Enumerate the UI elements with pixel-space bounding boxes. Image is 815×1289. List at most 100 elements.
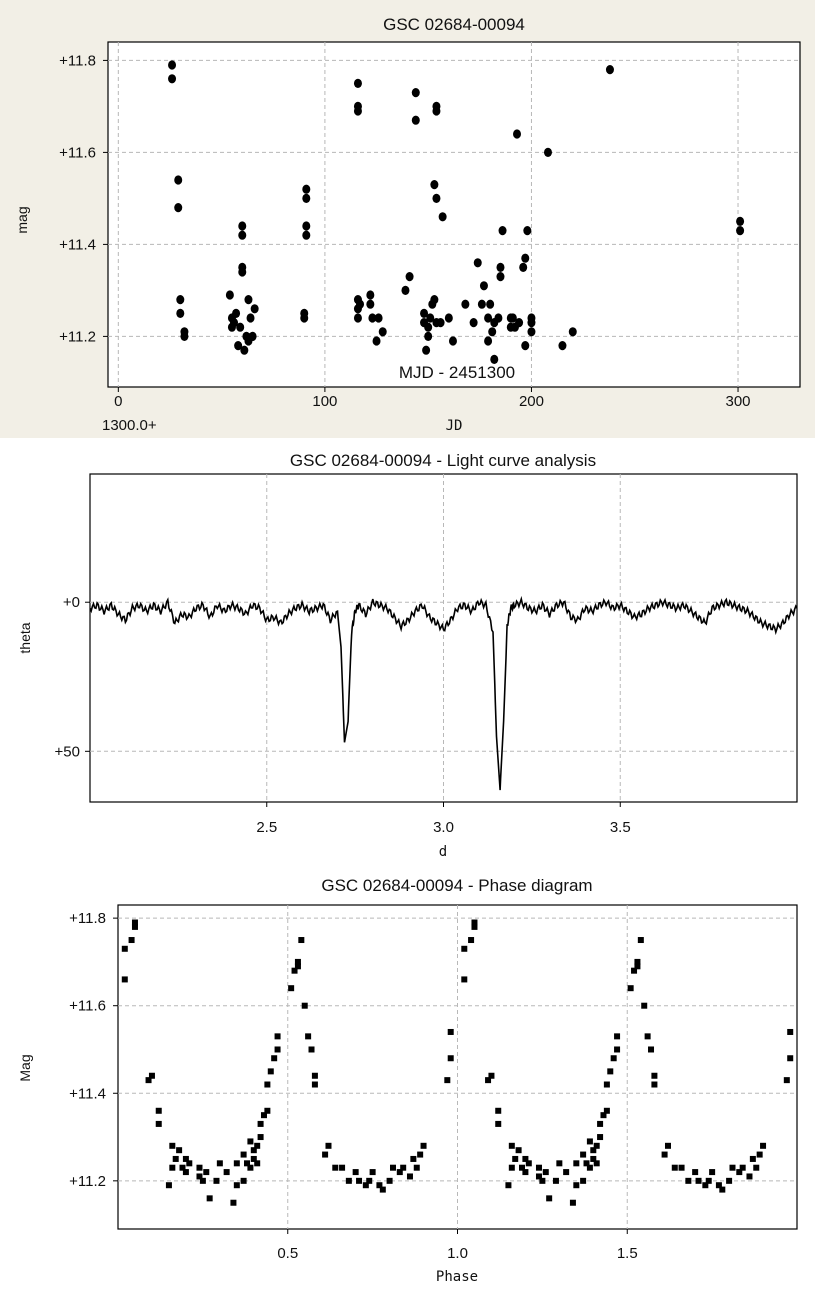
data-point [521,341,530,351]
data-point [430,295,439,305]
x-tick-label: 1.0 [447,1245,468,1262]
data-point [386,1177,393,1184]
data-point [558,341,567,351]
data-point [223,1169,230,1176]
x-tick-label: 300 [726,393,751,410]
data-point [271,1055,278,1062]
data-point [605,65,614,75]
data-point [366,1177,373,1184]
data-point [468,937,475,944]
data-point [614,1046,621,1053]
data-point [709,1169,716,1176]
data-point [131,923,138,930]
data-point [471,923,478,930]
x-tick-label: 2.5 [256,819,277,836]
data-point [569,1199,576,1206]
data-point [155,1107,162,1114]
data-point [695,1177,702,1184]
data-point [448,336,457,346]
data-point [488,1072,495,1079]
data-point [641,1002,648,1009]
data-point [145,1077,152,1084]
data-point [128,937,135,944]
data-point [702,1182,709,1189]
data-point [586,1138,593,1145]
data-point [705,1177,712,1184]
data-point [411,115,420,125]
data-point [488,327,497,337]
y-tick-label: +11.2 [69,1173,106,1190]
data-point [174,175,183,185]
data-point [234,341,243,351]
data-point [542,1169,549,1176]
data-point [739,1164,746,1171]
data-point [267,1068,274,1075]
data-point [422,345,431,355]
data-point [597,1134,604,1141]
data-point [535,1173,542,1180]
data-point [505,1182,512,1189]
data-point [180,331,189,341]
data-point [753,1164,760,1171]
data-point [726,1177,733,1184]
data-point [432,193,441,203]
x-axis-label: d [439,844,447,860]
data-point [648,1046,655,1053]
data-point [179,1164,186,1171]
data-point [590,1155,597,1162]
data-point [413,1164,420,1171]
y-axis-label: Mag [17,1054,33,1081]
data-point [787,1028,794,1035]
x-tick-label: 0 [114,393,122,410]
data-point [426,313,435,323]
data-point [525,1160,532,1167]
chart-1: GSC 02684-00094 0 100 200 300 +11.2 +11.4 +11.6… [14,15,801,434]
data-point [169,1164,176,1171]
data-point [614,1033,621,1040]
data-point [225,290,234,300]
data-point [368,313,377,323]
data-point [498,226,507,236]
data-point [406,1173,413,1180]
data-point [430,180,439,190]
data-point [182,1169,189,1176]
data-point [396,1169,403,1176]
data-point [631,967,638,974]
data-point [172,1155,179,1162]
data-point [216,1160,223,1167]
data-point [756,1151,763,1158]
data-point [515,318,524,328]
y-axis-label: mag [14,206,30,233]
data-point [515,1147,522,1154]
data-point [651,1072,658,1079]
data-point [196,1173,203,1180]
data-point [580,1151,587,1158]
data-point [471,919,478,926]
data-point [311,1081,318,1088]
data-point [176,1147,183,1154]
data-point [573,1160,580,1167]
data-point [301,1002,308,1009]
data-point [288,985,295,992]
data-point [410,1155,417,1162]
data-point [298,937,305,944]
data-point [590,1147,597,1154]
data-point [291,967,298,974]
data-point [121,976,128,983]
data-point [610,1055,617,1062]
data-point [233,1160,240,1167]
data-point [787,1055,794,1062]
data-point [593,1160,600,1167]
y-tick-label: +11.6 [59,144,96,161]
data-point [508,1164,515,1171]
data-point [247,1138,254,1145]
data-point [523,226,532,236]
y-tick-label: +11.6 [69,998,106,1015]
data-point [356,1177,363,1184]
data-point [486,299,495,309]
data-point [519,262,528,272]
data-point [552,1177,559,1184]
data-point [257,1134,264,1141]
data-point [186,1160,193,1167]
